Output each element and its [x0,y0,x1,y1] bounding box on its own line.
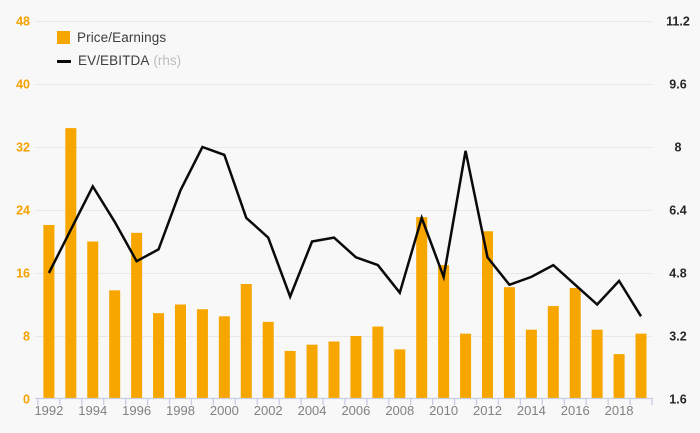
bar-2003 [284,350,296,399]
x-axis-label: 2006 [341,403,370,418]
right-axis-tick-label: 1.6 [669,393,686,407]
legend-item-ev-ebitda: EV/EBITDA (rhs) [57,52,181,70]
bar-1997 [153,313,165,399]
left-axis-tick-label: 40 [16,78,30,92]
x-axis-label: 1994 [78,403,107,418]
x-axis-label: 1998 [166,403,195,418]
x-axis-label: 2010 [429,403,458,418]
bar-1992 [43,224,55,399]
bar-2014 [525,329,537,399]
x-axis-label: 2008 [385,403,414,418]
left-axis-tick-label: 0 [23,393,30,407]
bar-2004 [306,344,318,399]
bar-1994 [87,241,99,399]
right-axis-tick-label: 9.6 [669,78,686,92]
bar-2010 [438,265,450,399]
x-axis-label: 1992 [34,403,63,418]
legend-label: EV/EBITDA [78,53,150,68]
right-axis-tick-label: 11.2 [666,15,690,29]
x-axis-label: 1996 [122,403,151,418]
bar-1996 [131,232,143,399]
right-axis-tick-label: 6.4 [669,204,686,218]
x-axis-label: 2014 [517,403,546,418]
left-axis-tick-label: 8 [23,330,30,344]
legend-item-price-earnings: Price/Earnings [57,30,181,45]
left-axis-tick-label: 32 [16,141,30,155]
x-axis-label: 2012 [473,403,502,418]
bar-2011 [460,333,472,399]
line-swatch-icon [57,59,71,63]
bar-2008 [394,349,406,399]
bar-2009 [416,217,428,399]
bar-1998 [174,304,186,399]
ev-ebitda-line [47,145,643,317]
x-axis-label: 2016 [561,403,590,418]
legend-label: Price/Earnings [77,30,167,45]
right-axis-tick-label: 4.8 [669,267,686,281]
bar-2017 [591,329,603,399]
x-axis-label: 2002 [254,403,283,418]
bar-2002 [262,321,274,399]
bar-2001 [240,284,252,399]
left-axis-tick-label: 24 [16,204,30,218]
bar-2005 [328,341,340,399]
left-axis-tick-label: 16 [16,267,30,281]
bar-1999 [196,309,208,399]
bar-2019 [635,333,647,399]
bar-swatch-icon [57,31,70,44]
x-axis-label: 2000 [210,403,239,418]
chart-legend: Price/Earnings EV/EBITDA (rhs) [57,30,181,70]
legend-rhs-note: (rhs) [153,53,182,68]
left-axis-tick-label: 48 [16,15,30,29]
x-axis-label: 2018 [605,403,634,418]
bar-2015 [547,306,559,399]
x-axis-label: 2004 [298,403,327,418]
bar-2013 [503,287,515,399]
bar-2007 [372,326,384,399]
bar-1995 [109,290,121,399]
bar-2016 [569,287,581,399]
right-axis-tick-label: 8 [675,141,682,155]
bar-2018 [613,354,625,399]
right-axis-tick-label: 3.2 [669,330,686,344]
bar-2006 [350,336,362,399]
bar-2012 [482,231,493,399]
bar-2000 [218,316,230,399]
bar-1993 [65,128,77,399]
